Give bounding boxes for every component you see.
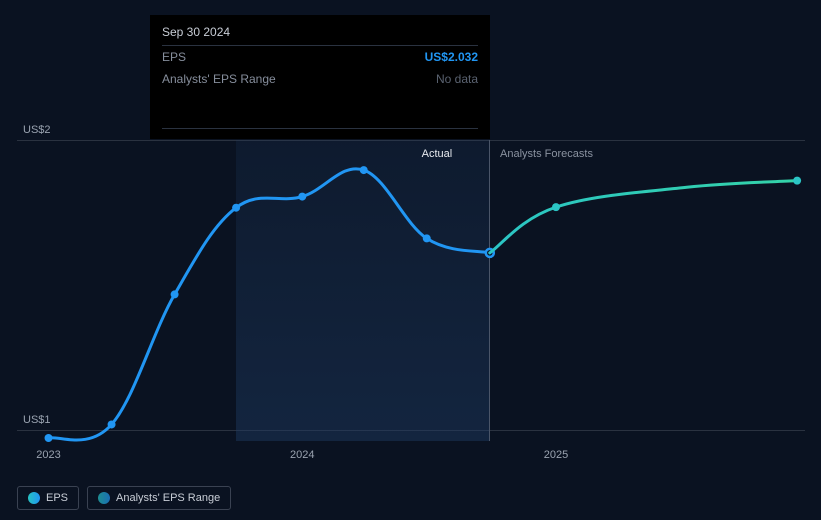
forecast-line: [490, 181, 797, 253]
tooltip-key-range: Analysts' EPS Range: [162, 72, 276, 86]
data-point[interactable]: [171, 290, 179, 298]
eps-chart[interactable]: ActualAnalysts Forecasts US$1US$2 202320…: [17, 140, 805, 441]
tooltip-key-eps: EPS: [162, 50, 186, 64]
data-point[interactable]: [298, 193, 306, 201]
data-point[interactable]: [552, 203, 560, 211]
data-point[interactable]: [360, 166, 368, 174]
y-axis-label: US$1: [23, 414, 51, 426]
legend-item-range[interactable]: Analysts' EPS Range: [87, 486, 231, 510]
data-point[interactable]: [232, 204, 240, 212]
eps-line: [49, 169, 490, 440]
legend-label-range: Analysts' EPS Range: [116, 492, 220, 504]
legend-item-eps[interactable]: EPS: [17, 486, 79, 510]
data-point[interactable]: [45, 434, 53, 442]
data-point[interactable]: [793, 177, 801, 185]
chart-legend: EPS Analysts' EPS Range: [17, 486, 231, 510]
x-axis-label: 2025: [544, 449, 568, 461]
x-axis-label: 2023: [36, 449, 60, 461]
data-point[interactable]: [423, 234, 431, 242]
chart-svg: [17, 140, 805, 441]
legend-label-eps: EPS: [46, 492, 68, 504]
tooltip-value-range: No data: [436, 72, 478, 86]
tooltip-divider: [162, 120, 478, 129]
legend-swatch-range: [98, 492, 110, 504]
legend-swatch-eps: [28, 492, 40, 504]
x-axis-label: 2024: [290, 449, 314, 461]
y-axis-label: US$2: [23, 124, 51, 136]
data-point[interactable]: [108, 420, 116, 428]
tooltip-value-eps: US$2.032: [425, 50, 478, 64]
tooltip-row: EPS US$2.032: [162, 46, 478, 68]
chart-tooltip: Sep 30 2024 EPS US$2.032 Analysts' EPS R…: [150, 15, 490, 139]
tooltip-row: Analysts' EPS Range No data: [162, 68, 478, 90]
tooltip-date: Sep 30 2024: [162, 25, 478, 46]
